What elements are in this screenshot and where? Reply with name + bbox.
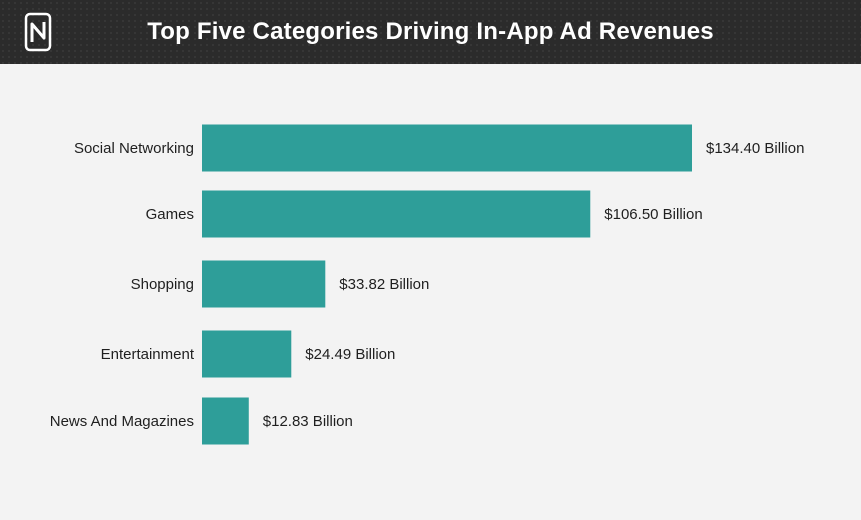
bar-chart: Social Networking $134.40 Billion Games $10…: [50, 124, 804, 445]
bar-entertainment: [202, 330, 292, 378]
bar-games: [202, 190, 591, 238]
category-label: Social Networking: [74, 140, 194, 157]
value-label: $12.83 Billion: [263, 413, 353, 430]
category-label: Games: [146, 206, 194, 223]
value-label: $24.49 Billion: [305, 346, 395, 363]
chart-area: Social Networking $134.40 Billion Games $10…: [0, 64, 861, 520]
value-label: $33.82 Billion: [339, 276, 429, 293]
chart-header: Top Five Categories Driving In-App Ad Re…: [0, 0, 861, 64]
bar-news-and-magazines: [202, 397, 249, 445]
chart-title: Top Five Categories Driving In-App Ad Re…: [147, 18, 714, 45]
category-label: News And Magazines: [50, 413, 194, 430]
category-label: Entertainment: [101, 346, 195, 363]
brand-logo-icon: [24, 12, 52, 52]
value-label: $106.50 Billion: [604, 206, 702, 223]
bar-social-networking: [202, 124, 692, 172]
value-label: $134.40 Billion: [706, 140, 804, 157]
category-label: Shopping: [131, 276, 194, 293]
bar-shopping: [202, 260, 326, 308]
